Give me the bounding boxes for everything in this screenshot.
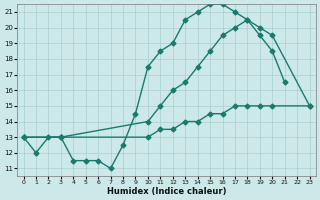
X-axis label: Humidex (Indice chaleur): Humidex (Indice chaleur)	[107, 187, 226, 196]
